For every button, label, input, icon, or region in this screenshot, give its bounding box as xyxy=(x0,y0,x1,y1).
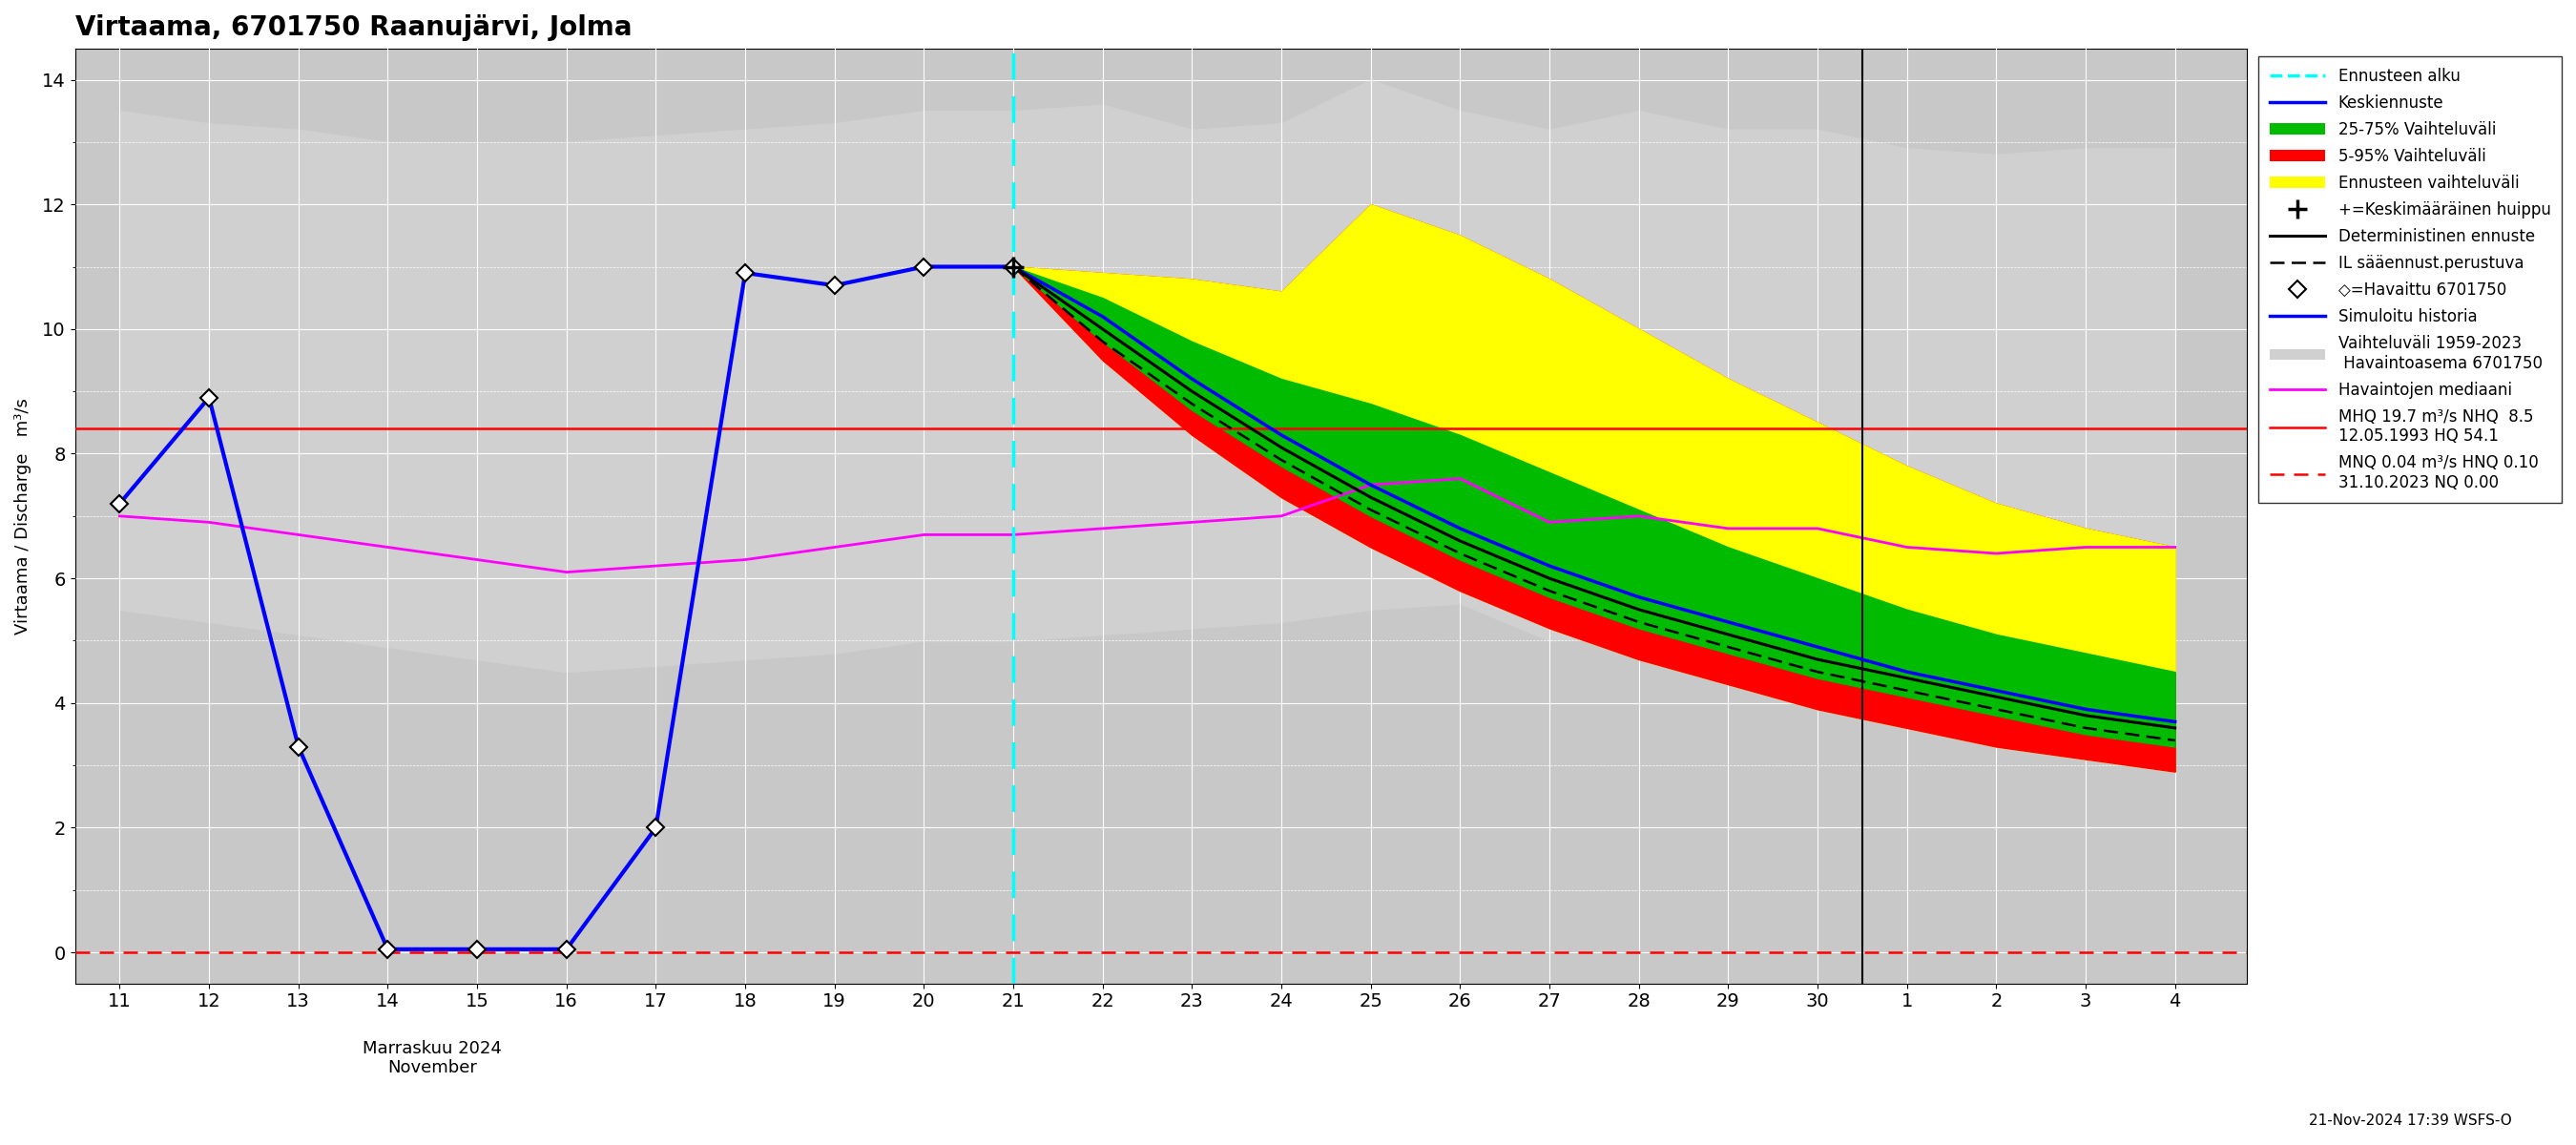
Y-axis label: Virtaama / Discharge   m³/s: Virtaama / Discharge m³/s xyxy=(15,397,31,634)
Legend: Ennusteen alku, Keskiennuste, 25-75% Vaihteluväli, 5-95% Vaihteluväli, Ennusteen: Ennusteen alku, Keskiennuste, 25-75% Vai… xyxy=(2259,56,2563,503)
Text: Virtaama, 6701750 Raanujärvi, Jolma: Virtaama, 6701750 Raanujärvi, Jolma xyxy=(75,14,631,41)
Text: Marraskuu 2024
November: Marraskuu 2024 November xyxy=(363,1040,502,1076)
Text: 21-Nov-2024 17:39 WSFS-O: 21-Nov-2024 17:39 WSFS-O xyxy=(2308,1113,2512,1128)
